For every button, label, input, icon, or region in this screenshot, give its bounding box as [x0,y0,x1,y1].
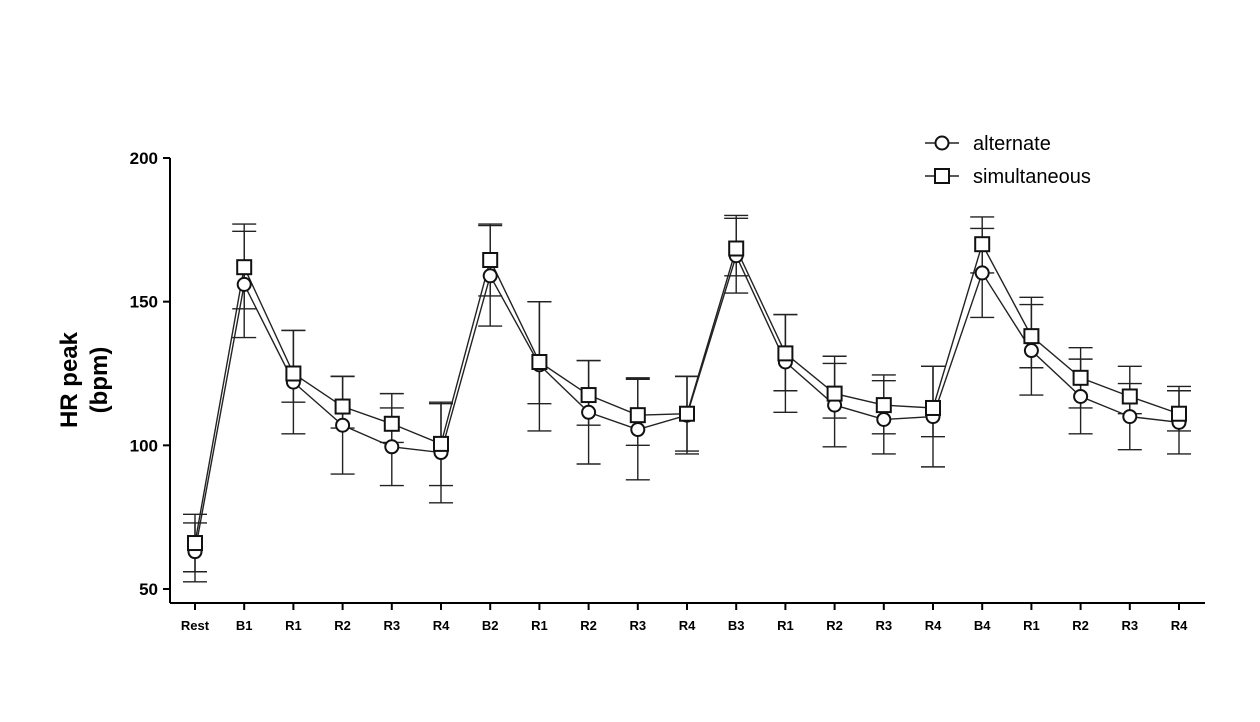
data-point-simultaneous [580,387,597,404]
series-layer [183,214,1191,583]
data-point-simultaneous [826,385,843,402]
x-tick-label: R2 [826,618,843,633]
x-tick-label: R4 [433,618,450,633]
data-point-simultaneous [236,259,253,276]
data-point-simultaneous [1121,388,1138,405]
legend-label: alternate [973,133,1051,155]
data-point-simultaneous [285,365,302,382]
markers-simultaneous [187,236,1187,552]
y-ticks: 50 100 150 200 [130,149,170,599]
data-point-alternate [384,439,400,455]
data-point-alternate [1122,409,1138,425]
data-point-alternate [974,265,990,281]
legend-label: simultaneous [973,166,1091,188]
x-tick-label: R4 [679,618,696,633]
x-tick-label: R2 [1072,618,1089,633]
data-point-simultaneous [777,345,794,362]
x-tick-label: B4 [974,618,991,633]
series-simultaneous [183,214,1191,573]
data-point-alternate [482,268,498,284]
data-point-simultaneous [531,354,548,371]
error-bar [527,300,552,405]
y-tick-label: 50 [139,580,158,599]
data-point-simultaneous [482,252,499,269]
data-point-alternate [581,404,597,420]
data-point-simultaneous [925,399,941,416]
x-tick-label: B3 [728,618,745,633]
data-point-alternate [335,417,351,433]
data-point-simultaneous [334,398,351,415]
data-point-alternate [876,411,892,427]
x-tick-label: R4 [1171,618,1188,633]
data-point-simultaneous [728,240,745,257]
data-point-simultaneous [1023,328,1040,345]
x-tick-label: R1 [1023,618,1040,633]
data-point-alternate [630,422,646,438]
y-tick-label: 100 [130,436,158,455]
data-point-alternate [236,276,252,292]
y-axis-label: HR peak (bpm) [56,331,113,428]
x-tick-label: B1 [236,618,253,633]
data-point-simultaneous [629,407,646,424]
data-point-simultaneous [974,236,991,253]
y-tick-label: 150 [130,293,158,312]
data-point-simultaneous [875,397,892,414]
x-tick-label: R2 [580,618,597,633]
data-point-simultaneous [679,405,695,422]
data-point-simultaneous [1171,405,1187,422]
x-tick-label: R2 [334,618,351,633]
legend-marker-simultaneous [934,168,950,184]
legend: alternate simultaneous [925,133,1091,188]
x-tick-label: R3 [629,618,646,633]
data-point-simultaneous [383,415,400,432]
x-tick-label: R4 [925,618,942,633]
x-tick-label: R3 [1121,618,1138,633]
x-tick-label: R1 [777,618,794,633]
legend-item-alternate: alternate [925,133,1051,155]
data-point-alternate [1073,388,1089,404]
data-point-simultaneous [1072,369,1089,386]
x-tick-label: R3 [383,618,400,633]
x-tick-label: R3 [875,618,892,633]
x-tick-label: B2 [482,618,499,633]
legend-marker-alternate [934,135,950,151]
data-point-alternate [1023,343,1039,359]
data-point-simultaneous [187,535,203,552]
legend-item-simultaneous: simultaneous [925,166,1091,188]
x-tick-label: R1 [531,618,548,633]
x-ticks: Rest B1 R1 R2 R3 R4 B2 R1 R2 R3 R4 B3 R1 R2 R3 R4 B4 R1 R2… [181,603,1188,633]
y-tick-label: 200 [130,149,158,168]
data-point-simultaneous [433,435,449,452]
x-tick-label: R1 [285,618,302,633]
x-tick-label: Rest [181,618,210,633]
